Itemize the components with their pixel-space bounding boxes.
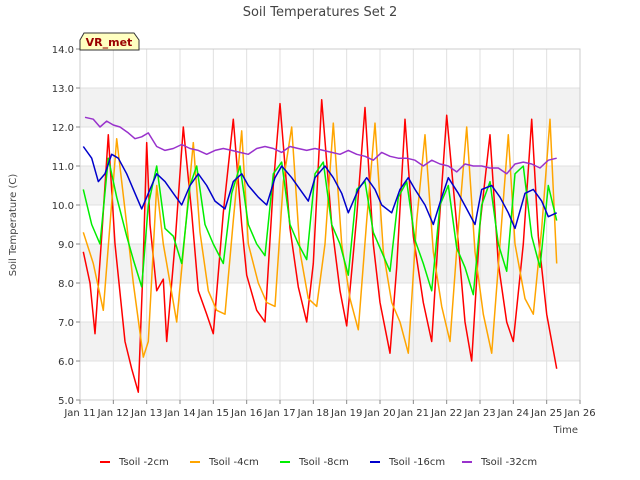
- x-tick-label: Jan 18: [297, 408, 329, 419]
- x-tick-label: Jan 21: [397, 408, 429, 419]
- legend-label: Tsoil -16cm: [388, 457, 445, 468]
- y-tick-label: 7.0: [58, 318, 74, 329]
- plot-bands: [80, 88, 580, 361]
- chart-title: Soil Temperatures Set 2: [243, 5, 398, 20]
- series-line-4: [82, 146, 558, 230]
- y-tick-label: 11.0: [52, 162, 74, 173]
- x-tick-label: Jan 24: [497, 408, 529, 419]
- x-tick-label: Jan 14: [163, 408, 195, 419]
- y-tick-label: 10.0: [52, 201, 74, 212]
- series-lines: [82, 98, 558, 393]
- y-tick-label: 13.0: [52, 84, 74, 95]
- y-tick-label: 14.0: [52, 45, 74, 56]
- x-tick-label: Jan 22: [430, 408, 462, 419]
- x-tick-label: Jan 13: [130, 408, 162, 419]
- plot-band: [80, 322, 580, 361]
- x-tick-label: Jan 26: [563, 408, 595, 419]
- x-tick-label: Jan 17: [263, 408, 295, 419]
- y-tick-label: 12.0: [52, 123, 74, 134]
- x-tick-label: Jan 15: [197, 408, 229, 419]
- station-badge-shape: [79, 32, 140, 51]
- legend: Tsoil -2cm Tsoil -4cm Tsoil -8cm Tsoil -16c…: [100, 457, 537, 468]
- x-tick-label: Jan 12: [97, 408, 129, 419]
- plot-frame: [79, 48, 581, 401]
- x-tick-label: Jan 20: [363, 408, 395, 419]
- legend-label: Tsoil -4cm: [208, 457, 259, 468]
- series-line-3: [82, 157, 558, 296]
- x-tick-label: Jan 11: [63, 408, 95, 419]
- y-tick-label: 6.0: [58, 357, 74, 368]
- x-tick-label: Jan 23: [463, 408, 495, 419]
- x-tick-label: Jan 25: [530, 408, 562, 419]
- y-tick-label: 8.0: [58, 279, 74, 290]
- x-tick-label: Jan 19: [330, 408, 362, 419]
- x-axis-label: Time: [553, 425, 578, 436]
- plot-band: [80, 244, 580, 283]
- station-badge: VR_met: [79, 32, 140, 51]
- x-axis-ticks: Jan 11 Jan 12 Jan 13 Jan 14 Jan 15 Jan 16 Jan …: [63, 400, 596, 419]
- station-badge-label: VR_met: [86, 36, 133, 49]
- y-axis-ticks: 5.0 6.0 7.0 8.0 9.0 10.0 11.0 12.0 13.0 14.0: [52, 45, 80, 407]
- y-tick-label: 9.0: [58, 240, 74, 251]
- legend-label: Tsoil -2cm: [118, 457, 169, 468]
- series-line-2: [82, 118, 558, 358]
- y-tick-label: 5.0: [58, 396, 74, 407]
- y-axis-label: Soil Temperature (C): [8, 174, 19, 277]
- plot-band: [80, 88, 580, 127]
- series-line-1: [82, 98, 558, 393]
- series-line-5: [84, 116, 557, 175]
- legend-label: Tsoil -8cm: [298, 457, 349, 468]
- x-tick-label: Jan 16: [230, 408, 262, 419]
- legend-label: Tsoil -32cm: [480, 457, 537, 468]
